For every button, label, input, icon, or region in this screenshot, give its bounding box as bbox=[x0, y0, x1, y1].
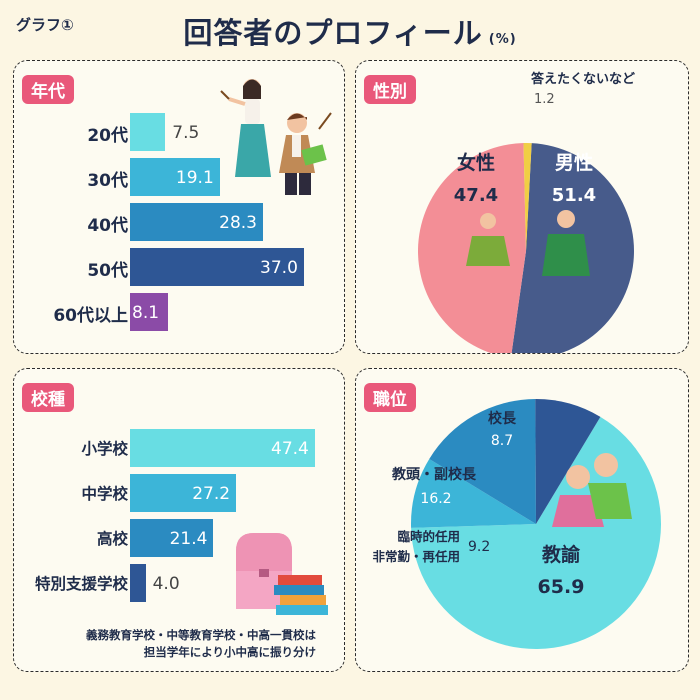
gender-tag: 性別 bbox=[364, 75, 416, 104]
category-label: 30代 bbox=[87, 171, 128, 191]
pie-category-label: 女性 bbox=[457, 151, 495, 174]
school-tag: 校種 bbox=[22, 383, 74, 412]
pie-value-label: 16.2 bbox=[420, 491, 451, 507]
value-label: 19.1 bbox=[175, 168, 214, 188]
note-line-1: 義務教育学校・中等教育学校・中高一貫校は bbox=[86, 628, 316, 642]
category-label: 小学校 bbox=[81, 440, 128, 458]
age-panel: 年代 20代 7.5 30代 19.1 40代 28.3 50代 37.0 60代以上 8.1 bbox=[13, 60, 345, 354]
category-label: 50代 bbox=[87, 261, 128, 281]
bar bbox=[130, 564, 146, 602]
value-label: 8.1 bbox=[132, 303, 160, 323]
teacher-head-icon bbox=[594, 453, 618, 477]
pie-slice bbox=[411, 416, 661, 649]
unit-label: (%) bbox=[488, 32, 517, 47]
pie-category-label: 教諭 bbox=[542, 543, 581, 566]
category-label: 高校 bbox=[96, 530, 128, 548]
woman-body-shape bbox=[466, 236, 510, 266]
pie-category-label: 校長 bbox=[488, 410, 517, 427]
school-note: 義務教育学校・中等教育学校・中高一貫校は 担当学年により小中高に振り分け bbox=[86, 627, 316, 661]
value-label: 47.4 bbox=[271, 439, 309, 459]
pie-category-label: 非常勤・再任用 bbox=[372, 549, 460, 564]
title-text: 回答者のプロフィール bbox=[183, 16, 483, 50]
position-panel: 職位 校長 8.7 教頭・副校長 16.2 臨時的任用非常勤・再任用 9.2 教諭 65.9 bbox=[355, 368, 689, 672]
pie-value-label: 47.4 bbox=[454, 185, 498, 206]
category-label: 20代 bbox=[87, 126, 128, 146]
teachers-illustration-icon bbox=[220, 79, 332, 195]
teacher-body-shape bbox=[552, 495, 604, 527]
pie-slice bbox=[429, 399, 536, 524]
pie-category-label: 答えたくないなど bbox=[531, 71, 635, 87]
category-label: 中学校 bbox=[81, 485, 128, 503]
pie-category-label: 男性 bbox=[555, 151, 593, 174]
pie-slice bbox=[523, 143, 532, 251]
teacher-body-shape bbox=[588, 483, 632, 519]
pie-slice bbox=[411, 458, 536, 528]
man-teacher-icon bbox=[557, 210, 575, 228]
schoolbag-books-icon bbox=[236, 533, 328, 615]
bar bbox=[130, 158, 220, 196]
age-tag: 年代 bbox=[22, 75, 74, 104]
value-label: 21.4 bbox=[169, 529, 208, 549]
pie-category-label: 教頭・副校長 bbox=[392, 466, 477, 483]
bar bbox=[130, 519, 214, 557]
pie-category-label: 臨時的任用 bbox=[397, 529, 460, 544]
bar bbox=[130, 113, 166, 151]
value-label: 4.0 bbox=[152, 574, 180, 594]
value-label: 37.0 bbox=[260, 258, 298, 278]
teacher-pair-icon bbox=[566, 465, 590, 489]
bar bbox=[130, 293, 169, 331]
pie-value-label: 1.2 bbox=[534, 92, 555, 107]
value-label: 28.3 bbox=[219, 213, 257, 233]
value-label: 7.5 bbox=[172, 123, 200, 143]
gender-panel: 性別 女性 47.4 男性 51.4 答えたくないなど 1.2 bbox=[355, 60, 689, 354]
bar bbox=[130, 203, 263, 241]
pie-value-label: 9.2 bbox=[468, 539, 490, 555]
pie-value-label: 51.4 bbox=[552, 185, 596, 206]
category-label: 60代以上 bbox=[53, 306, 128, 326]
school-panel: 校種 小学校 47.4 中学校 27.2 高校 21.4 特別支援学校 4.0 義務教育学校・… bbox=[13, 368, 345, 672]
pie-value-label: 65.9 bbox=[538, 576, 585, 598]
pie-slice bbox=[535, 399, 601, 524]
category-label: 特別支援学校 bbox=[34, 575, 128, 593]
note-line-2: 担当学年により小中高に振り分け bbox=[143, 645, 316, 659]
value-label: 27.2 bbox=[192, 484, 231, 504]
man-body-shape bbox=[542, 234, 590, 276]
bar bbox=[130, 474, 237, 512]
pie-value-label: 8.7 bbox=[491, 433, 513, 449]
page-title: 回答者のプロフィール (%) bbox=[0, 10, 700, 52]
category-label: 40代 bbox=[87, 216, 128, 236]
bar bbox=[130, 248, 304, 286]
woman-teacher-icon bbox=[480, 213, 496, 229]
position-tag: 職位 bbox=[364, 383, 416, 412]
gender-pie-chart: 女性 47.4 男性 51.4 答えたくないなど 1.2 bbox=[418, 71, 635, 353]
bar bbox=[130, 429, 315, 467]
figure-tag: グラフ① bbox=[16, 16, 74, 34]
